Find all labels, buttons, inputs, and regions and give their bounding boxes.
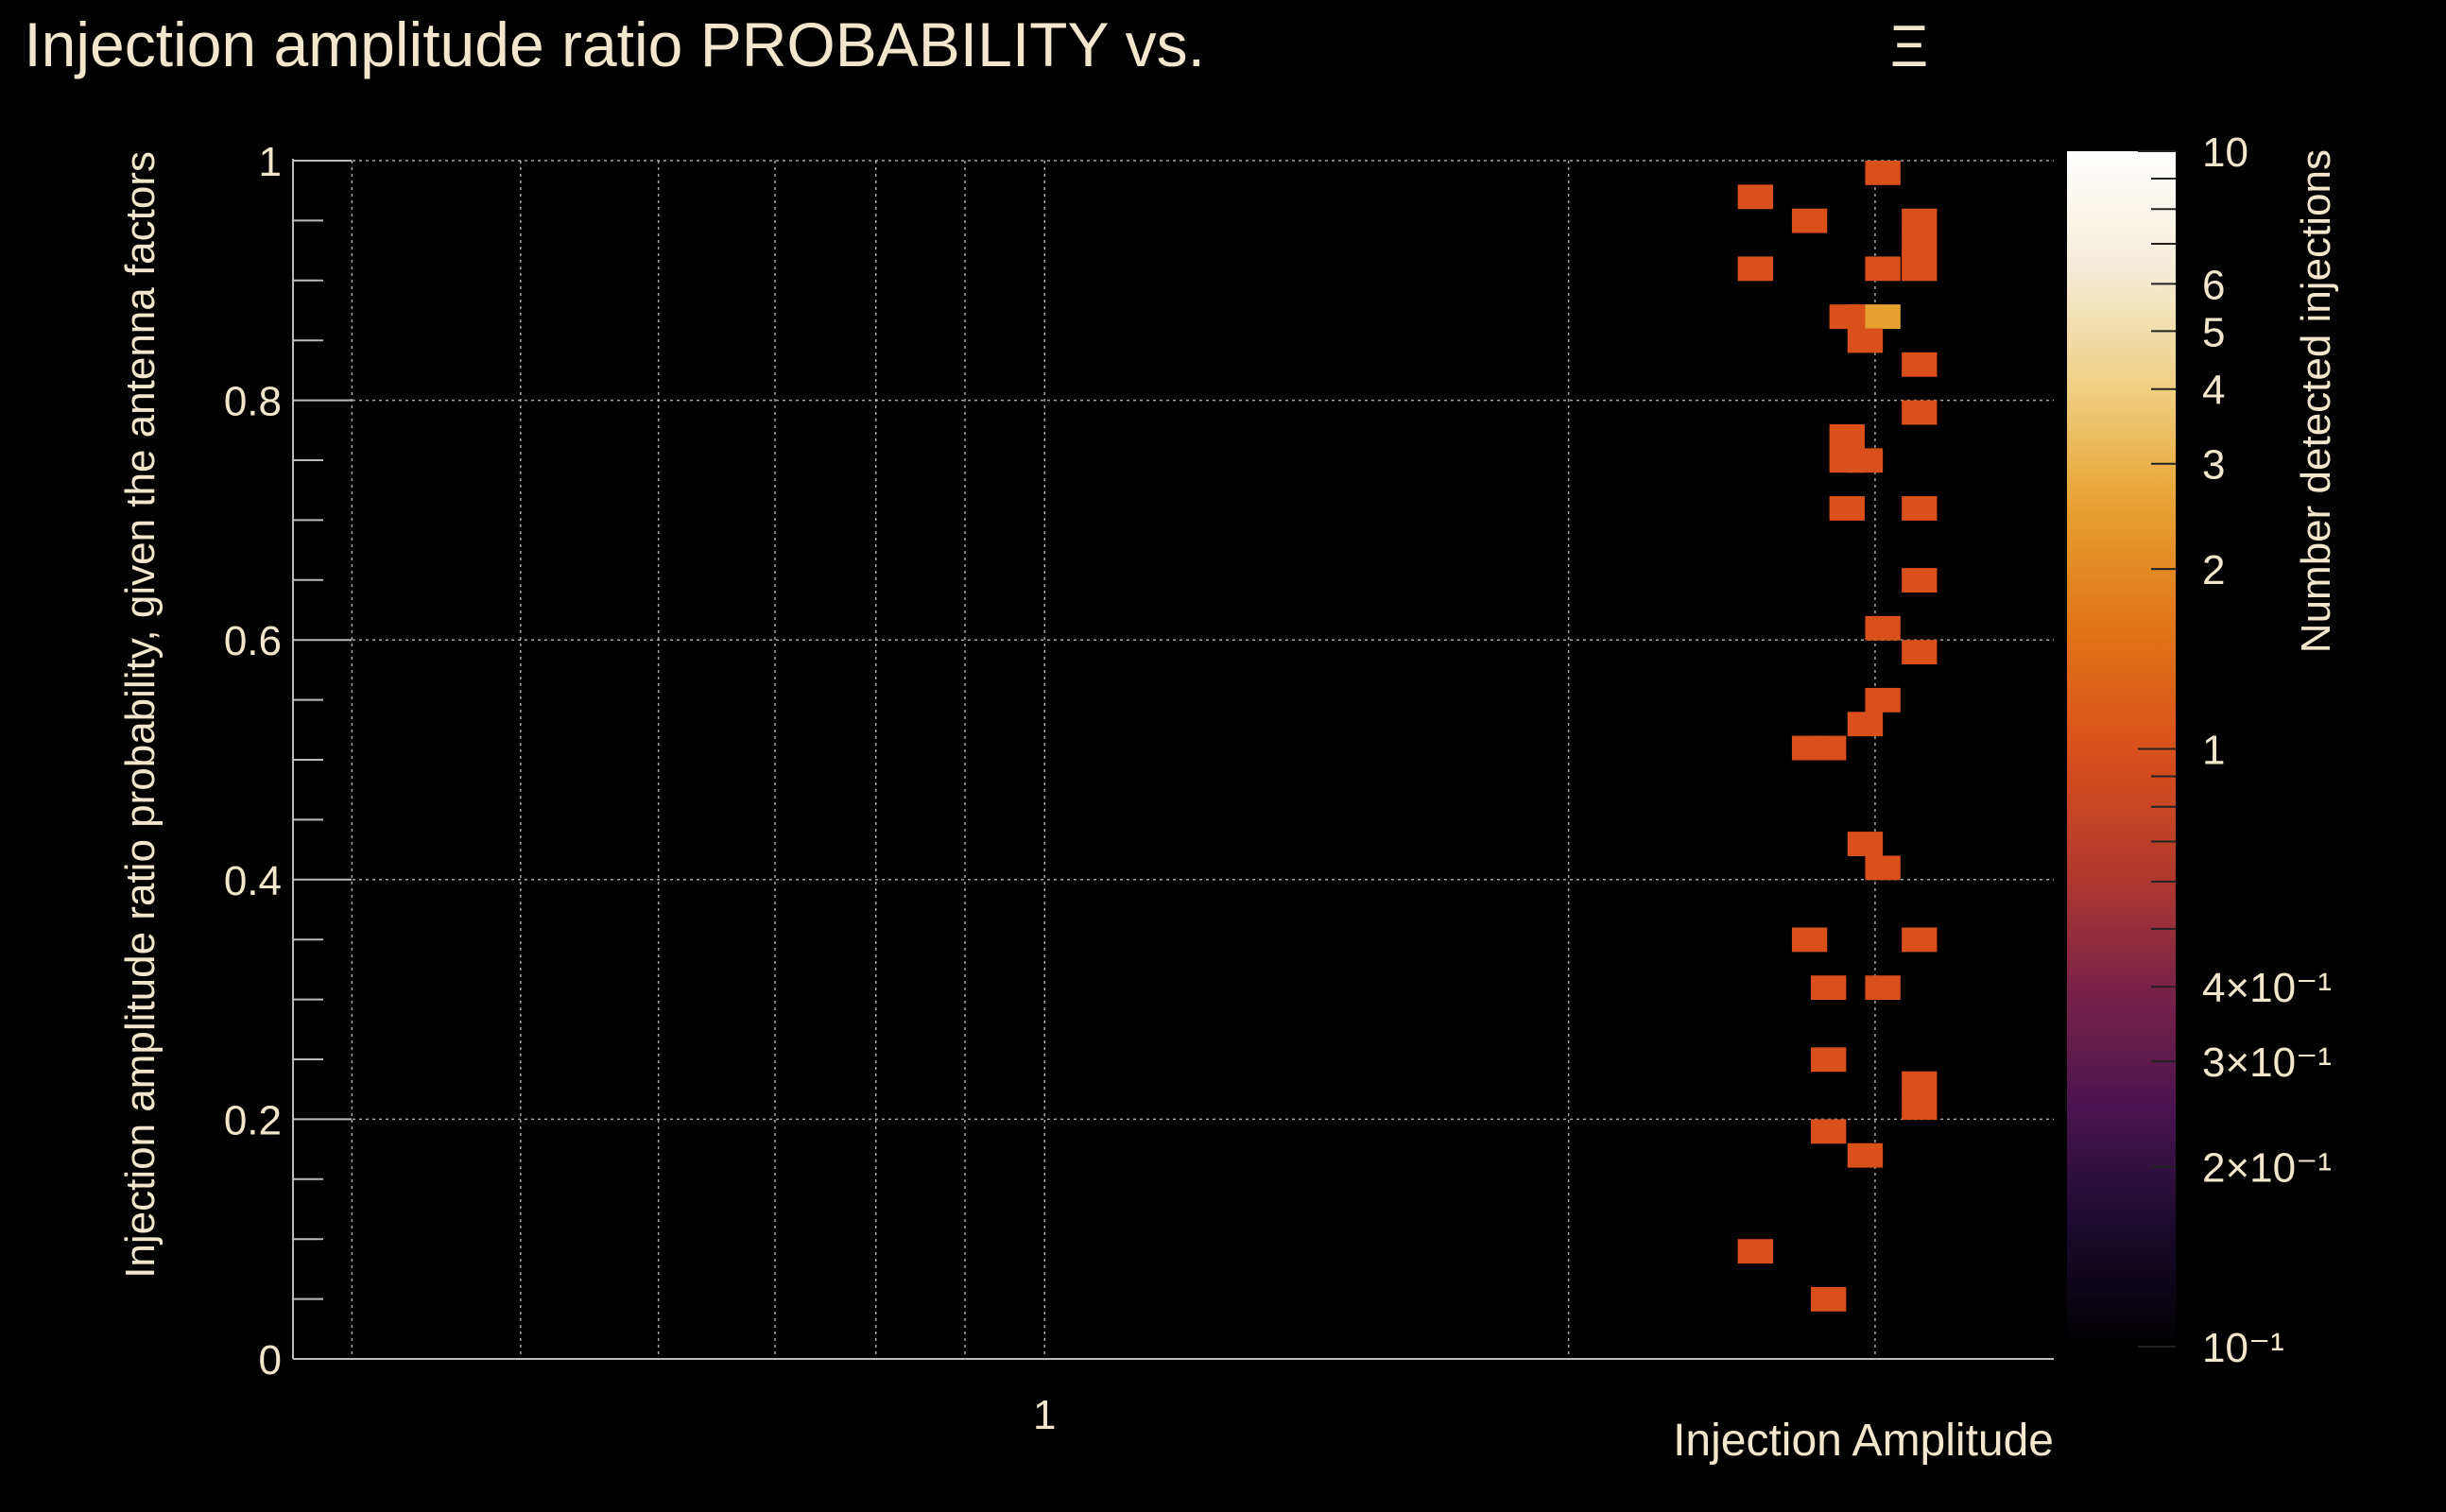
colorbar-tick-label: 3 [2202,442,2225,489]
colorbar-tick-label: 10 [2202,129,2248,176]
heatmap-cell [1865,161,1901,185]
heatmap-cell [1847,1143,1884,1168]
heatmap-cell [1829,423,1865,449]
heatmap-cells [1737,161,1938,1312]
colorbar-tick-label: 1 [2202,728,2225,774]
colorbar-ticks: 10 65 4 3 2 1 4×10⁻¹ 3×10⁻¹ 2×10⁻¹ 10⁻¹ [2138,129,2332,1371]
colorbar-label: Number detected injections [2293,149,2339,653]
heatmap-cell [1737,256,1773,282]
colorbar-tick-label: 6 [2202,262,2225,308]
heatmap-cell [1865,855,1901,881]
heatmap-cell [1865,687,1901,713]
heatmap-cell [1865,975,1901,1001]
heatmap-cell [1902,1071,1938,1096]
heatmap-cell [1902,927,1938,953]
heatmap-cell [1902,496,1938,521]
heatmap-cell [1902,256,1938,282]
colorbar-tick-label: 4×10⁻¹ [2202,965,2332,1011]
y-tick-label: 1 [259,139,282,185]
heatmap-cell [1811,1047,1847,1073]
heatmap-cell [1902,208,1938,233]
heatmap-cell [1811,1286,1847,1312]
y-tick-label: 0 [259,1337,282,1383]
heatmap-cell [1865,615,1901,641]
heatmap-cell [1847,328,1884,353]
heatmap-cell [1811,975,1847,1001]
heatmap-cell [1737,184,1773,210]
colorbar-tick-label: 10⁻¹ [2202,1325,2284,1371]
x-axis-label: Injection Amplitude [1673,1416,2054,1466]
y-axis-label: Injection amplitude ratio probability, g… [117,151,164,1279]
heatmap-cell [1811,1119,1847,1144]
heatmap-cell [1847,712,1884,737]
colorbar-tick-label: 5 [2202,309,2225,355]
chart-title: Injection amplitude ratio PROBABILITY vs… [24,9,1205,79]
axes: 0 0.2 0.4 0.6 0.8 1 1 [224,139,2054,1438]
heatmap-cell [1902,568,1938,593]
colorbar-tick-label: 3×10⁻¹ [2202,1040,2332,1086]
heatmap-cell [1791,927,1828,953]
colorbar-tick-label: 4 [2202,368,2225,414]
heatmap-cell [1737,1239,1773,1264]
chart-title-symbol: Ξ [1890,14,1928,79]
heatmap-cell [1811,735,1847,761]
heatmap-cell [1902,400,1938,425]
grid-lines [293,160,2054,1359]
heatmap-cell [1902,640,1938,665]
heatmap-cell [1847,832,1884,856]
y-tick-label: 0.4 [224,858,282,904]
heatmap-cell [1829,496,1865,521]
heatmap-cell [1847,448,1884,473]
heatmap-cell [1791,208,1828,233]
heatmap-cell [1902,352,1938,377]
colorbar-tick-label: 2×10⁻¹ [2202,1145,2332,1192]
y-tick-label: 0.6 [224,618,282,664]
y-tick-label: 0.2 [224,1097,282,1143]
y-tick-label: 0.8 [224,379,282,425]
heatmap-cell [1865,256,1901,282]
heatmap-cell [1902,232,1938,257]
heatmap-cell [1865,304,1901,330]
x-tick-label: 1 [1033,1392,1056,1438]
heatmap-cell [1902,1095,1938,1120]
colorbar-tick-label: 2 [2202,547,2225,593]
